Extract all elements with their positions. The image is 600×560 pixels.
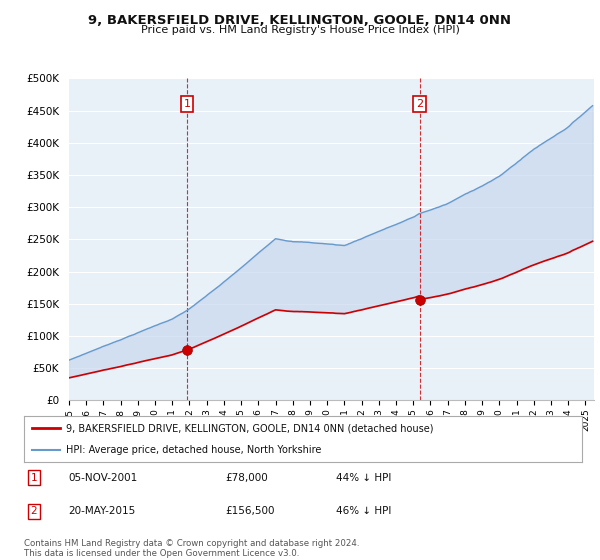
Text: £78,000: £78,000 <box>225 473 268 483</box>
Text: 2: 2 <box>416 99 424 109</box>
Text: 20-MAY-2015: 20-MAY-2015 <box>68 506 136 516</box>
Text: HPI: Average price, detached house, North Yorkshire: HPI: Average price, detached house, Nort… <box>66 445 321 455</box>
Text: 44% ↓ HPI: 44% ↓ HPI <box>337 473 392 483</box>
Text: 2: 2 <box>31 506 37 516</box>
Text: £156,500: £156,500 <box>225 506 274 516</box>
Text: Contains HM Land Registry data © Crown copyright and database right 2024.
This d: Contains HM Land Registry data © Crown c… <box>24 539 359 558</box>
Text: 1: 1 <box>184 99 190 109</box>
Text: Price paid vs. HM Land Registry's House Price Index (HPI): Price paid vs. HM Land Registry's House … <box>140 25 460 35</box>
Text: 46% ↓ HPI: 46% ↓ HPI <box>337 506 392 516</box>
Text: 05-NOV-2001: 05-NOV-2001 <box>68 473 138 483</box>
Text: 9, BAKERSFIELD DRIVE, KELLINGTON, GOOLE, DN14 0NN (detached house): 9, BAKERSFIELD DRIVE, KELLINGTON, GOOLE,… <box>66 423 433 433</box>
Text: 9, BAKERSFIELD DRIVE, KELLINGTON, GOOLE, DN14 0NN: 9, BAKERSFIELD DRIVE, KELLINGTON, GOOLE,… <box>89 14 511 27</box>
Text: 1: 1 <box>31 473 37 483</box>
